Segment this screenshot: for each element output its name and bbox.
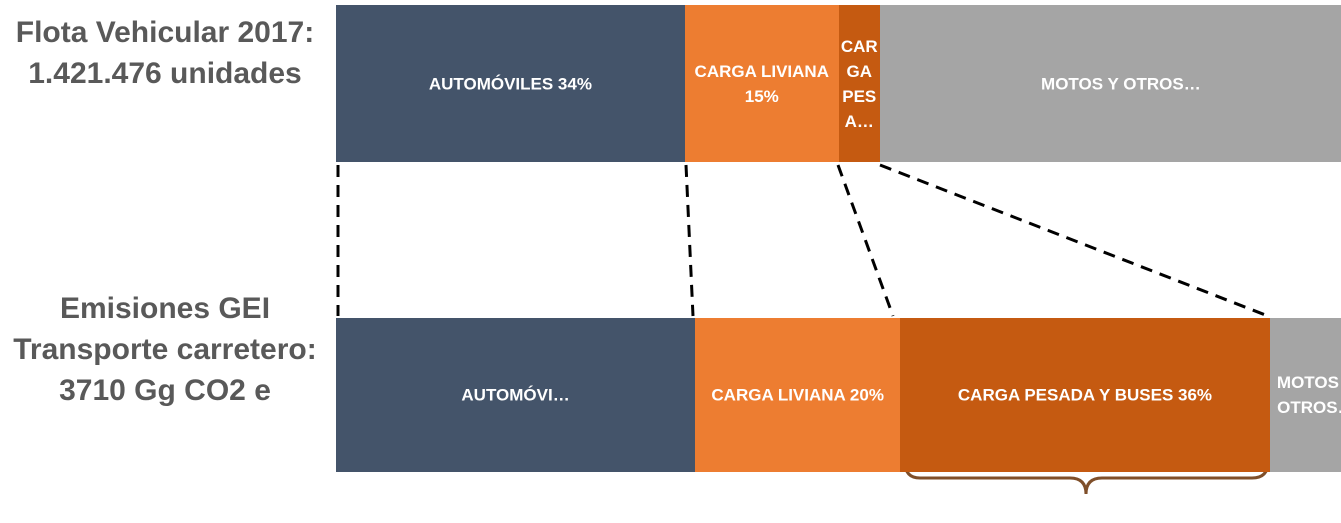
bar-segment: MOTOS Y OTROS… bbox=[879, 5, 1341, 162]
bar-segment: CARGA PESA… bbox=[838, 5, 880, 162]
data-label: MOTOS Y OTROS… bbox=[1276, 373, 1341, 417]
data-label: CARGA LIVIANA 15% bbox=[694, 61, 829, 106]
category-label: Flota Vehicular 2017: 1.421.476 unidades bbox=[15, 16, 315, 90]
bar-segment: CARGA LIVIANA 15% bbox=[684, 5, 839, 162]
bar-segment: CARGA LIVIANA 20% bbox=[695, 318, 901, 472]
category-label: Emisiones GEI Transporte carretero: 3710… bbox=[13, 292, 317, 407]
data-label: CARGA PESA… bbox=[840, 36, 878, 131]
data-label: AUTOMÓVILES 34% bbox=[428, 74, 592, 93]
data-label: CARGA PESADA Y BUSES 36% bbox=[957, 385, 1213, 405]
data-label: CARGA LIVIANA 20% bbox=[711, 385, 884, 405]
connector bbox=[684, 164, 695, 317]
bar-segment: AUTOMÓVI… bbox=[336, 318, 696, 472]
bar-segment: CARGA PESADA Y BUSES 36% bbox=[900, 318, 1270, 472]
data-label: AUTOMÓVI… bbox=[461, 385, 570, 405]
bar-segment: MOTOS Y OTROS… bbox=[1269, 318, 1341, 472]
data-label: MOTOS Y OTROS… bbox=[1041, 74, 1201, 93]
connector bbox=[836, 164, 895, 317]
connector bbox=[879, 163, 1269, 318]
bar-segment: AUTOMÓVILES 34% bbox=[336, 5, 685, 162]
bracket bbox=[903, 461, 1270, 495]
